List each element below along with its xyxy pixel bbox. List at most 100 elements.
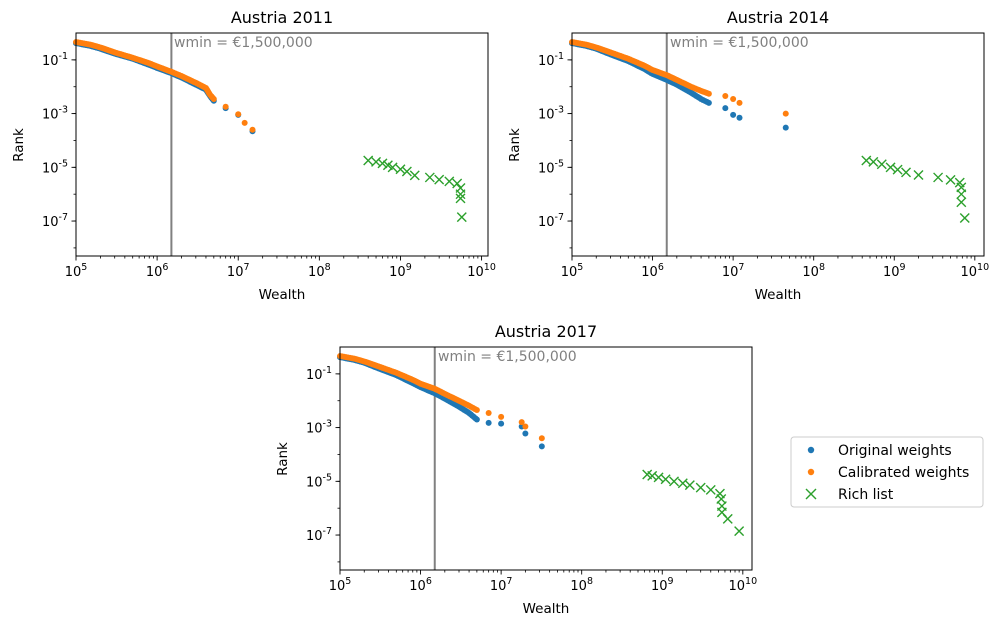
data-point-x: [677, 478, 688, 489]
data-point: [782, 124, 789, 131]
data-point-x: [660, 474, 671, 485]
data-point-x: [424, 172, 435, 183]
axes-frame: [339, 346, 753, 571]
wmin-annotation: wmin = €1,500,000: [670, 35, 809, 51]
legend-marker-calibrated: [807, 468, 815, 476]
axes-frame: [571, 32, 985, 257]
legend: Original weights Calibrated weights Rich…: [790, 436, 984, 508]
data-point-x: [401, 166, 412, 177]
chart-title: Austria 2011: [231, 8, 333, 27]
data-point: [485, 419, 492, 426]
x-tick-label: 108: [802, 262, 825, 280]
x-tick-label: 109: [389, 262, 412, 280]
data-point-x: [876, 159, 887, 170]
series-calibrated-weights: [569, 39, 789, 117]
data-point: [730, 111, 737, 118]
plot-area: 105 106 107 108 109 1010 10-1 10-3 10-5 10-7: [538, 33, 989, 280]
data-point-x: [452, 178, 463, 189]
data-point-x: [913, 169, 924, 180]
data-point-x: [885, 162, 896, 173]
plot-area: 105 106 107 108 109 1010 10-1 10-3 10-5 10-7: [306, 347, 757, 594]
y-tick-label: 10-1: [42, 51, 68, 69]
data-point: [518, 419, 525, 426]
y-tick-label: 10-1: [538, 51, 564, 69]
wmin-annotation: wmin = €1,500,000: [438, 349, 577, 365]
data-point: [736, 114, 743, 121]
data-point-x: [409, 170, 420, 181]
legend-marker-original: [807, 446, 815, 454]
data-point-x: [444, 176, 455, 187]
data-point-x: [695, 482, 706, 493]
series-original-weights: [73, 40, 256, 135]
x-tick-label: 106: [146, 262, 169, 280]
data-point: [498, 420, 505, 427]
x-tick-label: 105: [65, 262, 88, 280]
data-point-x: [722, 513, 733, 524]
y-tick-label: 10-7: [538, 212, 564, 230]
chart-title: Austria 2014: [727, 8, 829, 27]
data-point: [222, 103, 229, 110]
x-axis-label: Wealth: [755, 287, 802, 303]
x-tick-label: 109: [651, 576, 674, 594]
legend-marker-rich-list: [805, 488, 817, 500]
x-tick-label: 105: [561, 262, 584, 280]
y-tick-label: 10-3: [306, 419, 332, 437]
plot-area: 105 106 107 108 109 1010 10-1 10-3 10-5 10-7: [42, 33, 496, 280]
data-point-x: [363, 155, 374, 166]
y-axis-label: Rank: [275, 442, 291, 476]
x-tick-label: 109: [883, 262, 906, 280]
data-point-x: [669, 476, 680, 487]
data-point: [522, 430, 529, 437]
data-point-x: [456, 212, 467, 223]
data-point: [730, 95, 737, 102]
y-tick-label: 10-3: [538, 105, 564, 123]
y-tick-label: 10-5: [42, 158, 68, 176]
panel-austria-2014: Austria 2014 105 106 107 108 109 1010 10-1 10-3…: [507, 8, 989, 303]
data-point: [210, 95, 217, 102]
x-tick-label: 107: [490, 576, 513, 594]
legend-label-rich-list: Rich list: [838, 487, 894, 503]
y-tick-label: 10-7: [42, 212, 68, 230]
data-point: [485, 409, 492, 416]
data-point: [705, 99, 712, 106]
data-point-x: [705, 484, 716, 495]
data-point-x: [868, 156, 879, 167]
data-point: [498, 413, 505, 420]
data-point-x: [959, 212, 970, 223]
x-tick-label: 106: [409, 576, 432, 594]
data-point: [722, 93, 729, 100]
legend-frame: [790, 436, 984, 508]
data-point-x: [956, 197, 967, 208]
y-tick-label: 10-1: [306, 365, 332, 383]
data-point: [473, 407, 480, 414]
series-original-weights: [569, 40, 789, 131]
data-point: [522, 423, 529, 430]
x-axis-label: Wealth: [523, 601, 570, 617]
data-point-x: [945, 174, 956, 185]
data-point: [249, 126, 256, 133]
data-point: [538, 435, 545, 442]
data-point-x: [933, 172, 944, 183]
x-tick-label: 1010: [467, 262, 496, 280]
data-point: [722, 105, 729, 112]
data-point-x: [734, 526, 745, 537]
x-tick-label: 107: [227, 262, 250, 280]
data-point-x: [387, 162, 398, 173]
series-rich-list: [363, 155, 467, 223]
x-tick-label: 106: [641, 262, 664, 280]
chart-title: Austria 2017: [495, 322, 597, 341]
data-point-x: [377, 158, 388, 169]
series-original-weights: [337, 354, 545, 450]
data-point: [235, 111, 242, 118]
data-point-x: [956, 189, 967, 200]
x-tick-label: 107: [722, 262, 745, 280]
axes-frame: [75, 32, 489, 257]
y-tick-label: 10-7: [306, 526, 332, 544]
x-tick-label: 108: [308, 262, 331, 280]
data-point: [538, 443, 545, 450]
x-tick-label: 108: [570, 576, 593, 594]
data-point-x: [892, 164, 903, 175]
data-point-x: [455, 189, 466, 200]
legend-label-calibrated: Calibrated weights: [838, 465, 969, 481]
y-tick-label: 10-5: [538, 158, 564, 176]
